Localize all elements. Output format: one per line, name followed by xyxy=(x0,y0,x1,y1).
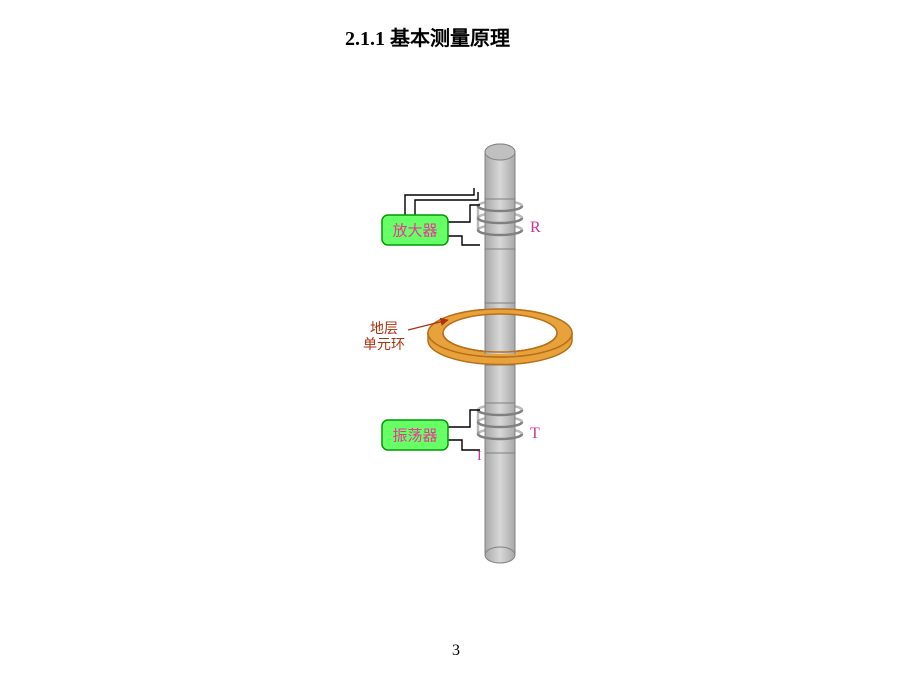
svg-text:T: T xyxy=(530,425,540,442)
svg-text:单元环: 单元环 xyxy=(363,337,405,353)
amplifier-box-label: 放大器 xyxy=(392,222,437,239)
diagram-canvas: R T I 放大器振荡器 地层单元环 xyxy=(0,0,920,690)
page-title: 2.1.1 基本测量原理 xyxy=(345,22,510,51)
receiver-coil: R xyxy=(478,199,541,249)
oscillator-box-label: 振荡器 xyxy=(392,427,437,444)
amplifier-box: 放大器 xyxy=(382,215,448,245)
svg-text:地层: 地层 xyxy=(370,321,398,337)
svg-text:I: I xyxy=(477,449,482,464)
svg-text:R: R xyxy=(530,219,541,236)
transmitter-coil: T xyxy=(478,403,540,453)
page-number: 3 xyxy=(452,642,460,660)
oscillator-box: 振荡器 xyxy=(382,420,448,450)
